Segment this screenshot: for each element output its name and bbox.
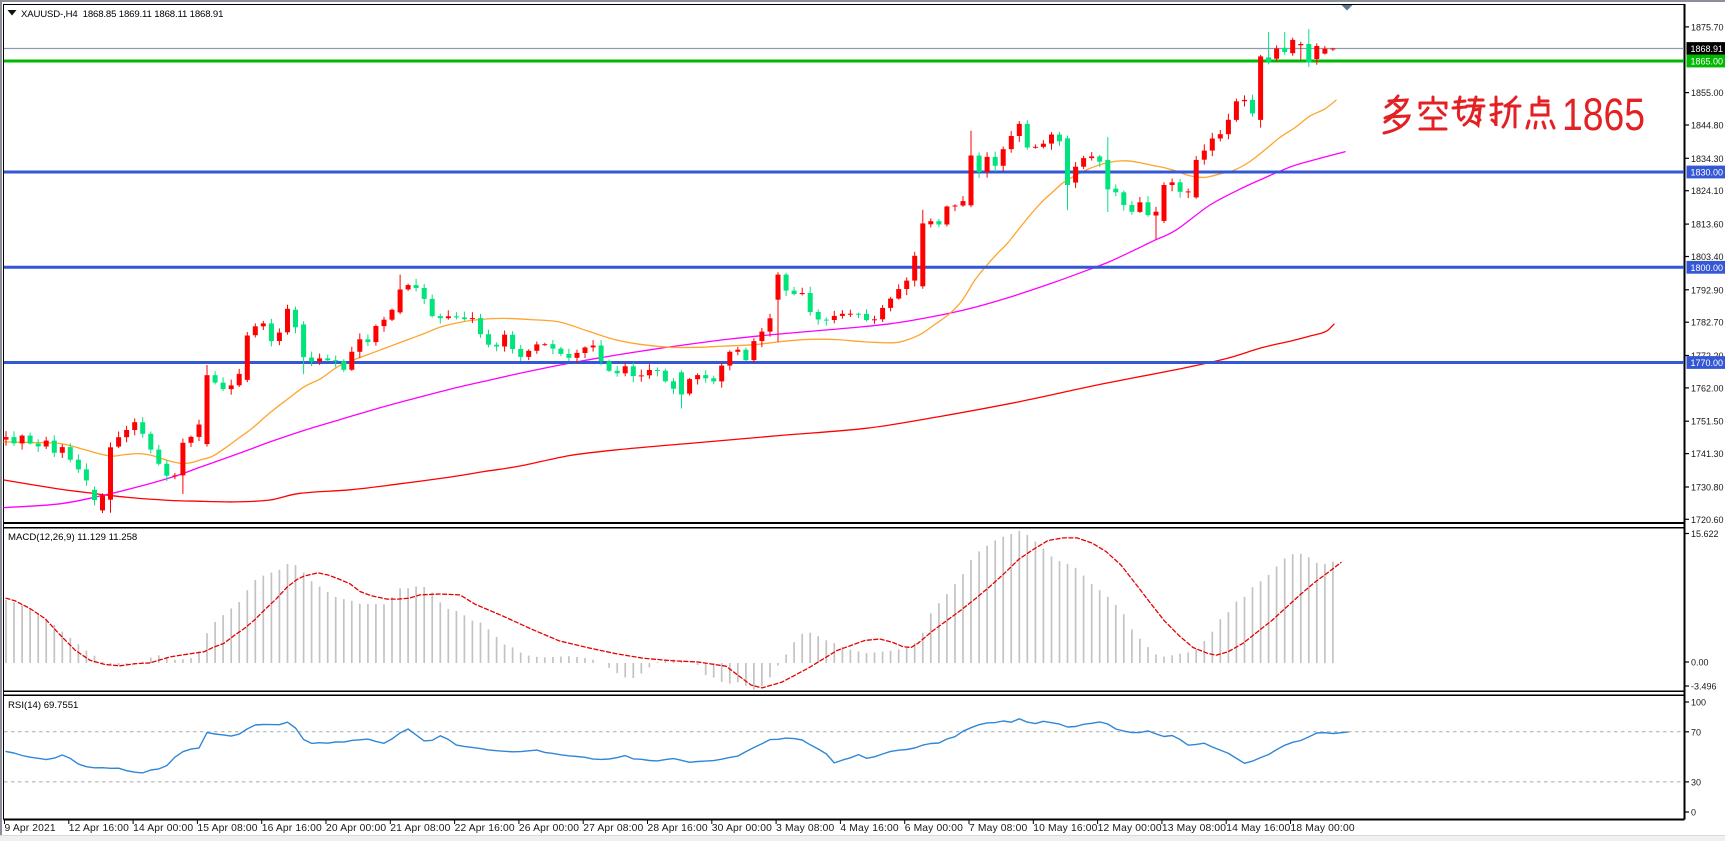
svg-text:14 Apr 00:00: 14 Apr 00:00 <box>133 823 193 834</box>
svg-text:22 Apr 16:00: 22 Apr 16:00 <box>455 823 515 834</box>
svg-text:4 May 16:00: 4 May 16:00 <box>840 823 898 834</box>
svg-text:28 Apr 16:00: 28 Apr 16:00 <box>648 823 708 834</box>
svg-text:1800.00: 1800.00 <box>1691 263 1724 273</box>
svg-text:1741.30: 1741.30 <box>1691 449 1724 459</box>
svg-text:21 Apr 08:00: 21 Apr 08:00 <box>390 823 450 834</box>
svg-text:1830.00: 1830.00 <box>1691 168 1724 178</box>
svg-text:30: 30 <box>1691 777 1701 787</box>
svg-text:70: 70 <box>1691 727 1701 737</box>
svg-text:0: 0 <box>1691 808 1696 818</box>
svg-text:1865.00: 1865.00 <box>1691 57 1724 67</box>
svg-text:1868.91: 1868.91 <box>1691 44 1724 54</box>
svg-text:1730.80: 1730.80 <box>1691 483 1724 493</box>
svg-text:26 Apr 00:00: 26 Apr 00:00 <box>519 823 579 834</box>
svg-text:1772.20: 1772.20 <box>1691 351 1724 361</box>
svg-text:100: 100 <box>1691 698 1706 708</box>
svg-text:10 May 16:00: 10 May 16:00 <box>1033 823 1097 834</box>
svg-text:15.622: 15.622 <box>1691 529 1719 539</box>
svg-text:1803.40: 1803.40 <box>1691 252 1724 262</box>
svg-text:16 Apr 16:00: 16 Apr 16:00 <box>262 823 322 834</box>
svg-text:20 Apr 00:00: 20 Apr 00:00 <box>326 823 386 834</box>
svg-text:1751.50: 1751.50 <box>1691 417 1724 427</box>
svg-text:9 Apr 2021: 9 Apr 2021 <box>5 823 56 834</box>
svg-text:XAUUSD-,H4 1868.85 1869.11 18: XAUUSD-,H4 1868.85 1869.11 1868.11 1868.… <box>21 9 223 20</box>
svg-text:18 May 00:00: 18 May 00:00 <box>1291 823 1355 834</box>
svg-text:30 Apr 00:00: 30 Apr 00:00 <box>712 823 772 834</box>
svg-text:1855.00: 1855.00 <box>1691 88 1724 98</box>
svg-text:6 May 00:00: 6 May 00:00 <box>905 823 963 834</box>
svg-text:7 May 08:00: 7 May 08:00 <box>969 823 1027 834</box>
svg-text:1792.90: 1792.90 <box>1691 285 1724 295</box>
svg-text:14 May 16:00: 14 May 16:00 <box>1226 823 1290 834</box>
svg-text:MACD(12,26,9) 11.129 11.258: MACD(12,26,9) 11.129 11.258 <box>8 532 137 543</box>
svg-text:1762.00: 1762.00 <box>1691 383 1724 393</box>
svg-text:1875.70: 1875.70 <box>1691 22 1724 32</box>
svg-text:-3.496: -3.496 <box>1691 682 1717 692</box>
svg-text:13 May 08:00: 13 May 08:00 <box>1162 823 1226 834</box>
svg-text:27 Apr 08:00: 27 Apr 08:00 <box>583 823 643 834</box>
svg-text:1834.30: 1834.30 <box>1691 154 1724 164</box>
svg-text:3 May 08:00: 3 May 08:00 <box>776 823 834 834</box>
svg-text:RSI(14) 69.7551: RSI(14) 69.7551 <box>8 700 78 711</box>
svg-text:1813.60: 1813.60 <box>1691 220 1724 230</box>
svg-text:12 May 00:00: 12 May 00:00 <box>1098 823 1162 834</box>
svg-text:1720.60: 1720.60 <box>1691 515 1724 525</box>
svg-text:1824.10: 1824.10 <box>1691 186 1724 196</box>
svg-text:12 Apr 16:00: 12 Apr 16:00 <box>69 823 129 834</box>
svg-text:1865: 1865 <box>1562 89 1645 140</box>
svg-text:1844.80: 1844.80 <box>1691 121 1724 131</box>
svg-text:1782.70: 1782.70 <box>1691 318 1724 328</box>
svg-text:1770.00: 1770.00 <box>1691 358 1724 368</box>
svg-text:15 Apr 08:00: 15 Apr 08:00 <box>197 823 257 834</box>
svg-text:0.00: 0.00 <box>1691 658 1709 668</box>
